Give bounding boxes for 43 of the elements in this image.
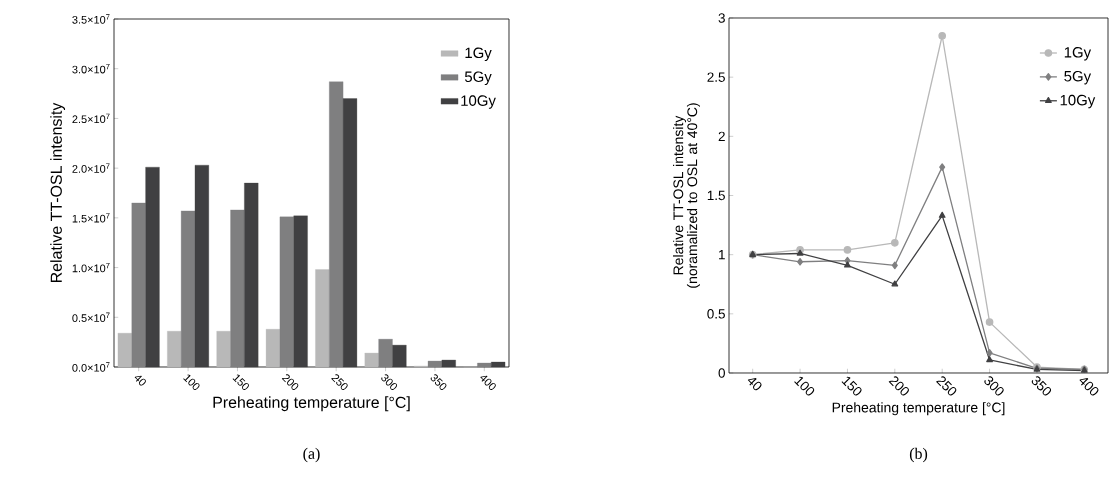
- y-tick-label: 3.5×10$^{7}$: [72, 14, 110, 24]
- x-tick-label: 40: [134, 375, 146, 386]
- x-tick-label: 300: [381, 374, 398, 390]
- legend-label: 1Gy: [465, 47, 492, 62]
- y-tick-label: 2.5: [707, 72, 725, 82]
- y-tick-label: 2.0×10$^{7}$: [72, 163, 110, 173]
- x-tick-label: 400: [480, 375, 496, 390]
- y-tick-label: 0.5: [707, 309, 725, 319]
- x-tick-label: 250: [936, 376, 957, 396]
- x-tick-label: 300: [984, 376, 1004, 396]
- legend-label: 1Gy: [1064, 47, 1092, 61]
- legend-label: 10Gy: [1060, 94, 1096, 109]
- y-tick-label: 1.5×10$^{7}$: [72, 213, 110, 223]
- y-tick-label: 3: [718, 13, 725, 23]
- y-tick-label: 0: [718, 368, 725, 378]
- x-tick-label: 200: [281, 374, 299, 390]
- legend-label: 5Gy: [464, 71, 492, 85]
- x-tick-label: 40: [747, 378, 762, 391]
- text: (b): [909, 447, 928, 463]
- x-axis-title: Preheating temperature [°C]: [832, 402, 1005, 416]
- x-tick-label: 150: [841, 376, 862, 396]
- y-tick-label: 3.0×10$^{7}$: [72, 64, 110, 74]
- text: (a): [303, 447, 320, 463]
- x-tick-label: 350: [430, 374, 447, 390]
- y-tick-label: 2.5×10$^{7}$: [72, 113, 110, 124]
- x-tick-label: 100: [794, 376, 815, 396]
- y-tick-label: 1: [719, 250, 725, 260]
- x-tick-label: 250: [331, 374, 348, 390]
- x-tick-label: 400: [1079, 378, 1099, 396]
- x-tick-label: 100: [183, 374, 200, 390]
- y-tick-label: 1.5: [707, 190, 725, 201]
- y-axis-title: Relative TT-OSL intensity (noramalized to OSL at 40°C): [673, 103, 700, 288]
- y-tick-label: 1.0×10$^{7}$: [72, 262, 110, 273]
- x-tick-label: 150: [232, 374, 249, 390]
- y-axis-title: Relative TT-OSL intensity: [50, 102, 66, 283]
- y-tick-label: 0.5×10$^{7}$: [72, 312, 110, 322]
- x-tick-label: 200: [888, 376, 909, 396]
- y-tick-label: 0.0×10$^{7}$: [72, 362, 110, 372]
- legend-label: 5Gy: [1064, 70, 1092, 85]
- legend-label: 10Gy: [461, 95, 496, 109]
- y-tick-label: 2: [718, 131, 725, 142]
- x-axis-title: Preheating temperature [°C]: [213, 396, 410, 412]
- x-tick-label: 350: [1031, 376, 1052, 396]
